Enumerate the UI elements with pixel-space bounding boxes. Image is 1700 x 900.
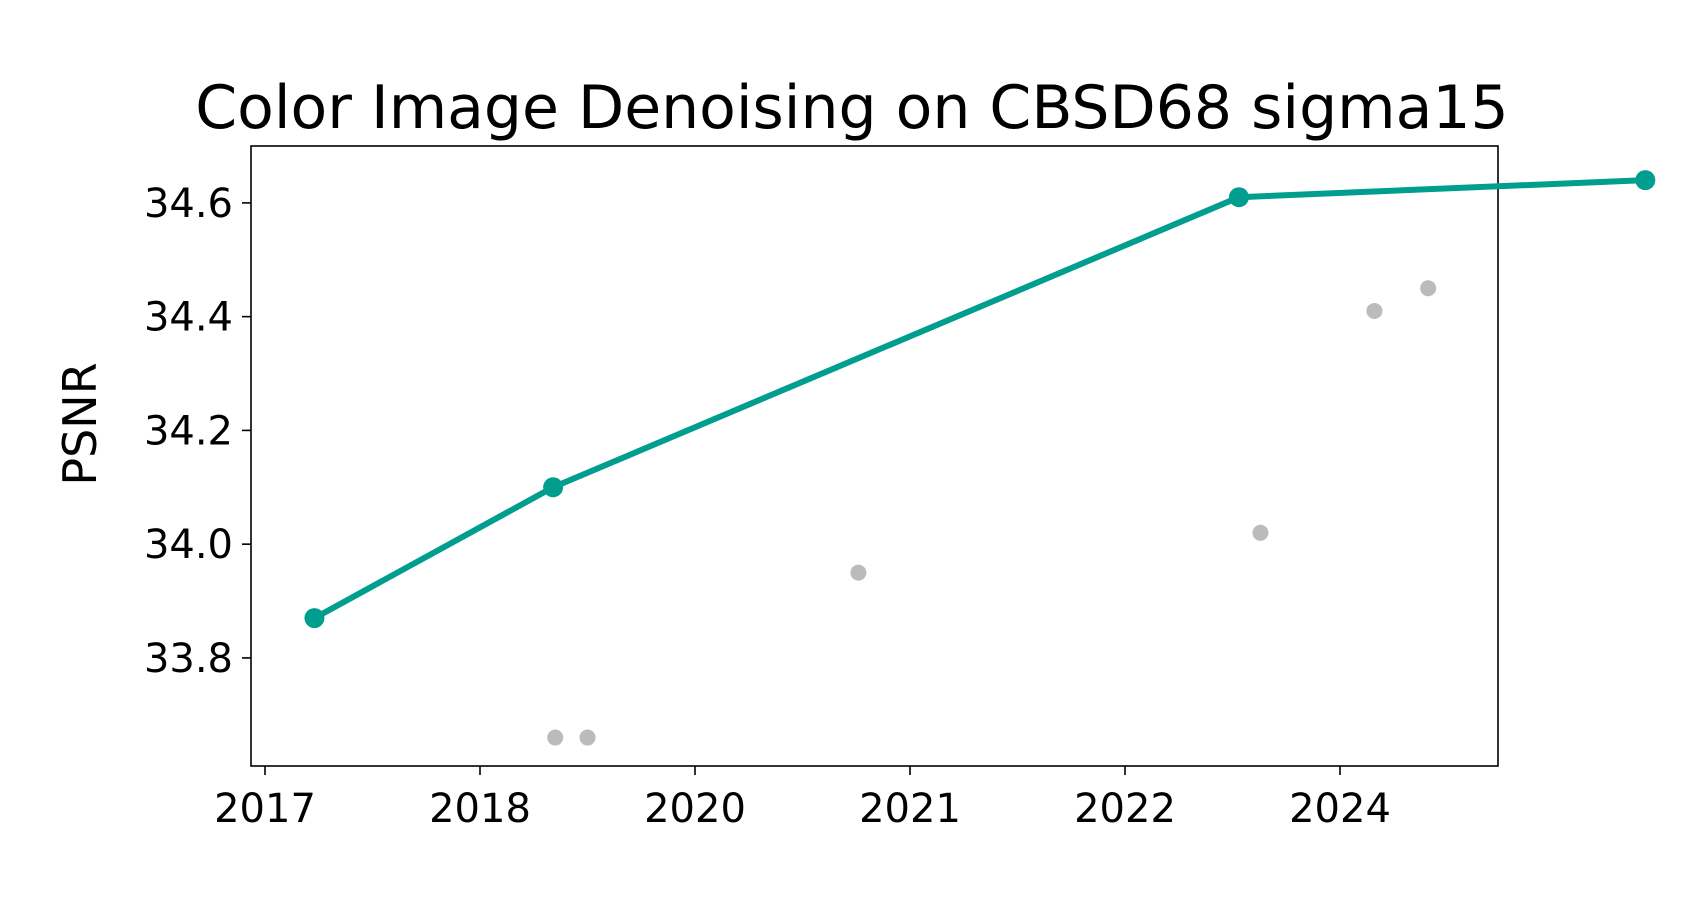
y-tick-label: 34.2 xyxy=(144,408,233,454)
x-tick-label: 2024 xyxy=(1289,786,1391,832)
y-axis: 33.8 34.0 34.2 34.4 34.6 xyxy=(144,181,251,682)
y-tick-label: 33.8 xyxy=(144,636,233,682)
line-point xyxy=(543,477,564,498)
scatter-point xyxy=(1252,524,1269,541)
x-tick-label: 2021 xyxy=(859,786,961,832)
scatter-point xyxy=(850,564,867,581)
x-tick-label: 2017 xyxy=(214,786,316,832)
plot-area xyxy=(250,145,1499,767)
y-axis-label: PSNR xyxy=(53,362,107,485)
x-axis: 2017 2018 2020 2021 2022 2024 xyxy=(214,766,1391,832)
x-tick-label: 2018 xyxy=(429,786,531,832)
scatter-point xyxy=(579,729,596,746)
chart-title: Color Image Denoising on CBSD68 sigma15 xyxy=(195,73,1508,143)
x-tick-label: 2020 xyxy=(644,786,746,832)
line-point xyxy=(1635,170,1656,191)
scatter-point xyxy=(1420,280,1437,297)
line-point xyxy=(1228,187,1249,208)
y-tick-label: 34.4 xyxy=(144,295,233,341)
line-point xyxy=(304,608,325,629)
scatter-point xyxy=(547,729,564,746)
y-tick-label: 34.6 xyxy=(144,181,233,227)
series-line xyxy=(311,177,1649,622)
x-tick-label: 2022 xyxy=(1074,786,1176,832)
scatter-point xyxy=(1366,302,1383,319)
y-tick-label: 34.0 xyxy=(144,522,233,568)
series-layer xyxy=(304,170,1656,746)
